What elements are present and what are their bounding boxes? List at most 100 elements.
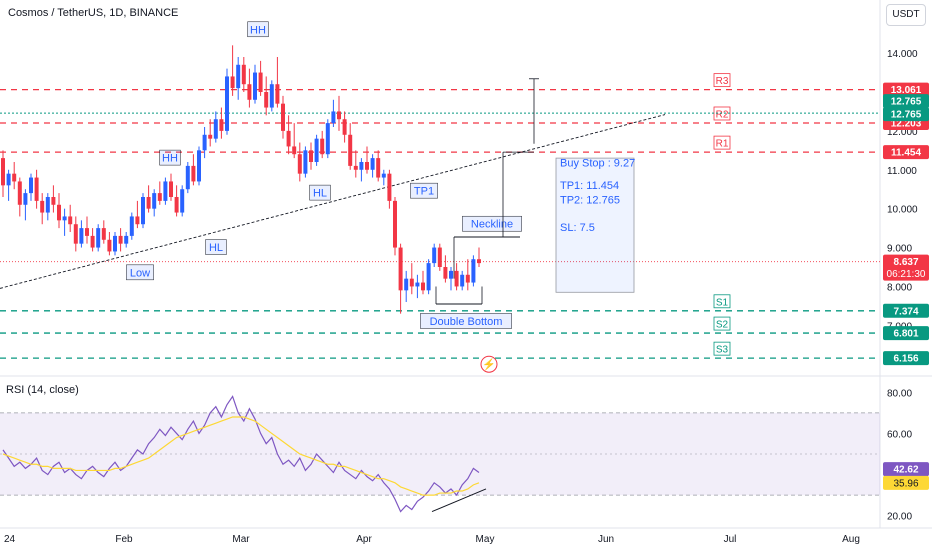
trendline (0, 114, 666, 289)
lightning-icon (480, 355, 498, 373)
candle-body (73, 224, 78, 244)
candle (443, 255, 448, 283)
candle (29, 173, 33, 201)
candle-body (376, 158, 381, 178)
candle-body (387, 173, 392, 201)
candle (197, 146, 201, 186)
candle-body (320, 138, 325, 155)
candle-body (185, 165, 190, 190)
candle (281, 95, 285, 139)
candle (309, 142, 313, 170)
annotation-text: Double Bottom (430, 316, 503, 328)
candle-body (465, 274, 470, 283)
price-tick-label: 8.000 (887, 282, 912, 293)
candle-body (17, 181, 22, 205)
candle-body (365, 162, 369, 170)
annotation-box (247, 21, 269, 38)
annotation-hl: HL (205, 239, 227, 255)
candle (342, 111, 347, 143)
candle (460, 270, 465, 291)
annotation-text: Neckline (471, 219, 513, 231)
level-label-s2: S2 (716, 320, 729, 331)
candle-body (6, 173, 11, 186)
candle-body (202, 134, 207, 151)
annotation-text: HL (313, 188, 327, 200)
candle-body (124, 235, 129, 244)
candle (454, 263, 459, 291)
candle (230, 45, 235, 96)
price-tag-text-tp2: 12.765 (891, 97, 922, 108)
candle-body (437, 247, 442, 267)
candle-body (247, 84, 252, 100)
candle (152, 189, 157, 217)
candle (247, 68, 252, 108)
candle-body (370, 158, 375, 170)
annotation-text: HH (250, 24, 266, 36)
candle (180, 185, 185, 217)
rsi-tick-label: 20.00 (887, 512, 912, 523)
candle-body (62, 216, 67, 221)
rsi-value-text: 42.62 (893, 465, 918, 476)
candle (12, 162, 17, 190)
candle-body (118, 235, 123, 244)
price-tag-text-r1: 11.454 (891, 148, 921, 159)
candle-body (426, 263, 431, 291)
candle (34, 169, 39, 209)
candle-body (12, 173, 17, 182)
time-tick-label: Apr (356, 534, 372, 545)
candle-body (208, 134, 213, 139)
candle (337, 95, 341, 131)
candle-body (180, 189, 185, 213)
candle (219, 107, 224, 139)
candle (286, 115, 291, 155)
candle (163, 177, 168, 205)
candle (6, 169, 11, 201)
candle (264, 76, 269, 116)
candle (477, 247, 481, 267)
level-box-s3 (713, 341, 731, 356)
rsi-ma-tag (883, 475, 929, 490)
candle (17, 177, 22, 217)
candle (85, 216, 89, 244)
candle-body (34, 177, 39, 201)
candle-body (169, 181, 173, 197)
candle-body (113, 235, 117, 252)
candle-body (348, 134, 353, 166)
candle (471, 255, 476, 287)
candle (303, 146, 308, 178)
candle (40, 193, 45, 225)
candle (376, 150, 381, 182)
candle-body (163, 181, 168, 201)
annotation-tp1: TP1 (410, 182, 438, 199)
candle-body (40, 200, 45, 213)
candle-body (79, 228, 84, 244)
candle (314, 134, 319, 166)
candle-body (303, 150, 308, 174)
candle-body (141, 197, 145, 225)
candle-body (174, 197, 179, 213)
candle-body (421, 282, 425, 291)
candle-body (269, 84, 274, 108)
candle (191, 154, 196, 186)
price-tag-s1 (883, 303, 929, 318)
annotation-box (309, 184, 331, 201)
annotation-box (462, 215, 522, 232)
candle-body (477, 259, 481, 264)
price-tag-s2 (883, 326, 929, 341)
candle (169, 173, 173, 201)
candle (90, 228, 95, 252)
currency-button[interactable]: USDT (886, 4, 926, 26)
candle-body (157, 193, 162, 201)
candle-body (398, 247, 403, 291)
rsi-ma-line (2, 416, 480, 496)
candle (381, 169, 386, 186)
time-tick-label: Aug (842, 534, 860, 545)
annotation-box (126, 264, 154, 281)
candle-body (331, 111, 336, 124)
level-box-r3 (713, 73, 731, 88)
candle (146, 185, 151, 213)
candle (73, 216, 78, 252)
level-box-s1 (713, 294, 731, 309)
candle-body (1, 158, 5, 186)
